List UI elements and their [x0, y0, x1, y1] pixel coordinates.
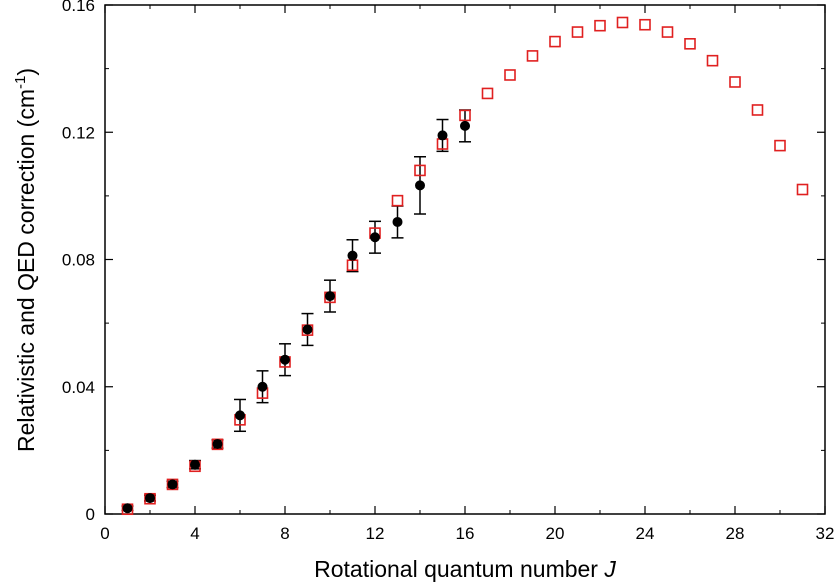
data-point-square — [526, 50, 539, 62]
x-axis-title-text: Rotational quantum number — [314, 556, 598, 582]
y-axis-title-superscript: -1 — [12, 76, 29, 89]
data-point-circle — [167, 479, 178, 490]
data-point-circle — [392, 216, 403, 227]
data-point-circle — [145, 493, 155, 504]
x-axis-title-symbol: J — [603, 556, 616, 582]
data-point-square — [594, 19, 606, 32]
x-tick-label: 32 — [816, 524, 835, 543]
y-axis-title-text: Relativistic and QED correction (cm — [13, 89, 39, 452]
x-tick-label: 28 — [726, 524, 745, 543]
data-point-square — [751, 104, 764, 116]
data-point-square — [549, 35, 561, 48]
x-tick-label: 24 — [636, 524, 655, 543]
data-point-circle — [302, 324, 313, 335]
data-point-square — [684, 38, 696, 50]
data-point-square — [391, 194, 404, 207]
data-point-circle — [190, 459, 200, 470]
x-axis-ticks: 0 4 8 12 16 20 24 28 32 — [100, 5, 834, 543]
series-open-squares — [121, 16, 809, 516]
data-point-square — [706, 54, 719, 67]
data-point-circle — [212, 439, 223, 450]
data-point-circle — [122, 503, 133, 514]
data-point-square — [639, 18, 651, 31]
data-point-circle — [235, 410, 245, 421]
plot-frame — [104, 4, 826, 515]
data-point-square — [774, 139, 786, 152]
data-point-square — [616, 16, 629, 29]
data-point-square — [571, 26, 584, 38]
x-tick-label: 12 — [366, 524, 385, 543]
y-tick-label: 0.12 — [62, 123, 95, 142]
x-axis-title: Rotational quantum number J — [314, 556, 616, 582]
data-point-square — [796, 183, 809, 196]
x-tick-label: 4 — [190, 524, 199, 543]
data-point-square — [459, 109, 471, 122]
data-point-circle — [437, 130, 448, 141]
x-tick-label: 16 — [456, 524, 475, 543]
data-point-square — [414, 164, 426, 177]
data-point-circle — [370, 232, 380, 243]
y-tick-label: 0.16 — [62, 0, 95, 15]
y-tick-label: 0 — [86, 505, 95, 524]
series-filled-circles — [122, 120, 470, 514]
error-bars — [121, 109, 471, 512]
y-axis-ticks: 0 0.04 0.08 0.12 0.16 — [62, 0, 825, 524]
data-point-circle — [415, 180, 425, 191]
data-point-square — [481, 87, 494, 100]
y-tick-label: 0.08 — [62, 251, 95, 270]
x-tick-label: 20 — [546, 524, 565, 543]
data-point-circle — [257, 381, 268, 392]
y-axis-title-close: ) — [13, 68, 39, 76]
data-point-circle — [460, 120, 470, 131]
data-point-square — [729, 76, 741, 88]
data-point-circle — [347, 250, 358, 261]
y-axis-title: Relativistic and QED correction (cm-1) — [12, 68, 39, 452]
data-point-square — [504, 69, 516, 81]
x-tick-label: 8 — [280, 524, 289, 543]
x-tick-label: 0 — [100, 524, 109, 543]
data-point-square — [661, 26, 674, 38]
data-point-circle — [325, 291, 335, 302]
data-point-circle — [280, 354, 290, 365]
y-tick-label: 0.04 — [62, 378, 95, 397]
